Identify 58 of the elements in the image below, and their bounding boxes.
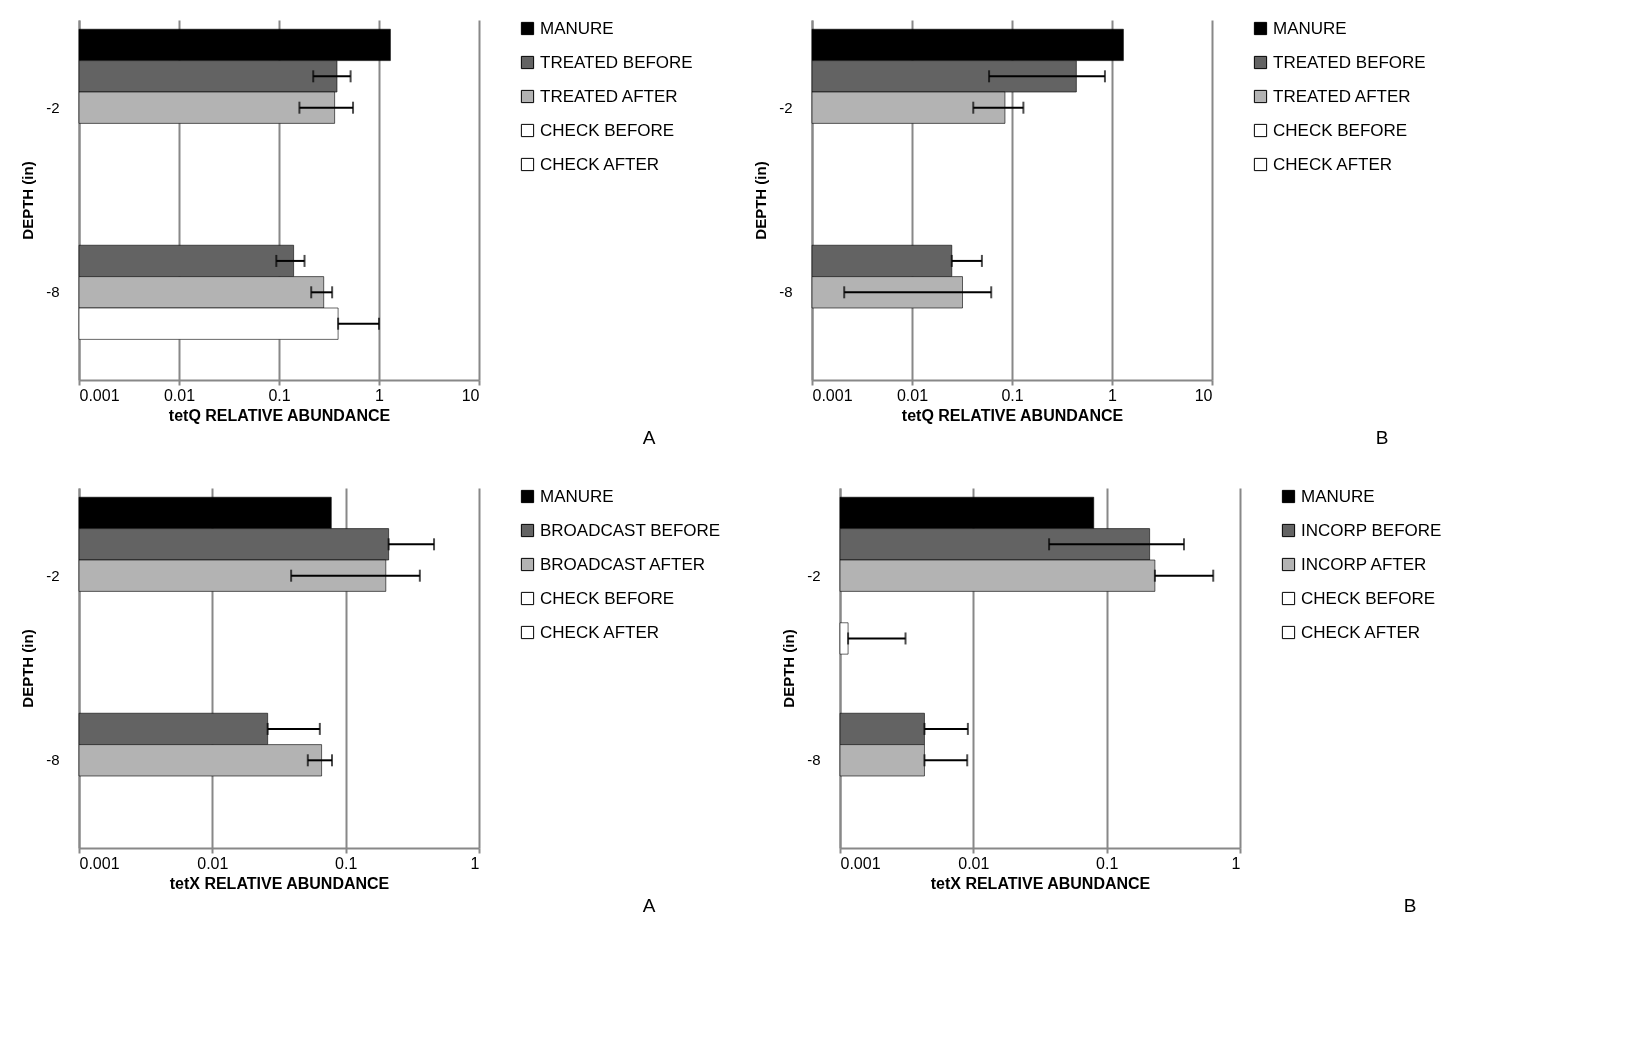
- x-tick-label: 0.01: [958, 854, 990, 872]
- y-tick-label: -2: [46, 566, 60, 584]
- x-tick-label: 0.001: [840, 854, 881, 872]
- x-tick-label: 1: [375, 386, 385, 404]
- legend-label: TREATED AFTER: [540, 86, 678, 106]
- legend-label: MANURE: [540, 486, 614, 506]
- legend-label: BROADCAST AFTER: [540, 554, 705, 574]
- x-tick-label: 0.001: [79, 386, 120, 404]
- y-tick-label: -8: [46, 283, 60, 301]
- legend-label: MANURE: [1301, 486, 1375, 506]
- y-axis-title: DEPTH (in): [19, 629, 37, 708]
- legend-label: MANURE: [540, 18, 614, 38]
- legend-label: TREATED BEFORE: [1273, 52, 1426, 72]
- x-tick-label: 0.1: [1001, 386, 1024, 404]
- y-tick-label: -8: [779, 283, 793, 301]
- x-tick-label: 0.1: [335, 854, 358, 872]
- x-axis-title: tetQ RELATIVE ABUNDANCE: [901, 406, 1124, 424]
- x-axis-title: tetX RELATIVE ABUNDANCE: [930, 874, 1151, 892]
- x-tick-label: 10: [461, 386, 480, 404]
- legend-label: CHECK AFTER: [540, 622, 660, 642]
- x-tick-label: 0.01: [163, 386, 196, 404]
- y-axis-title: DEPTH (in): [19, 161, 37, 240]
- x-tick-label: 1: [470, 854, 480, 872]
- y-tick-label: -8: [46, 751, 60, 769]
- x-tick-label: 0.1: [268, 386, 291, 404]
- text: A: [642, 427, 656, 448]
- text: A: [642, 895, 656, 916]
- legend-label: CHECK BEFORE: [540, 588, 675, 608]
- legend-label: CHECK AFTER: [540, 154, 660, 174]
- y-axis-title: DEPTH (in): [780, 629, 798, 708]
- legend-label: TREATED BEFORE: [540, 52, 693, 72]
- y-tick-label: -2: [46, 98, 60, 116]
- x-tick-label: 10: [1194, 386, 1213, 404]
- x-tick-label: 0.01: [896, 386, 929, 404]
- legend-label: CHECK BEFORE: [1273, 120, 1408, 140]
- legend-label: CHECK BEFORE: [1301, 588, 1436, 608]
- x-axis-title: tetX RELATIVE ABUNDANCE: [169, 874, 390, 892]
- legend-label: MANURE: [1273, 18, 1347, 38]
- y-axis-title: DEPTH (in): [752, 161, 770, 240]
- x-tick-label: 0.01: [197, 854, 229, 872]
- x-axis-title: tetQ RELATIVE ABUNDANCE: [168, 406, 391, 424]
- legend-label: BROADCAST BEFORE: [540, 520, 721, 540]
- legend-label: CHECK AFTER: [1301, 622, 1421, 642]
- y-tick-label: -8: [807, 751, 821, 769]
- x-tick-label: 0.001: [79, 854, 120, 872]
- x-tick-label: 0.1: [1096, 854, 1119, 872]
- legend-label: CHECK BEFORE: [540, 120, 675, 140]
- x-tick-label: 0.001: [812, 386, 853, 404]
- x-tick-label: 1: [1108, 386, 1118, 404]
- legend-label: INCORP AFTER: [1301, 554, 1427, 574]
- y-tick-label: -2: [779, 98, 793, 116]
- text: B: [1375, 427, 1389, 448]
- x-tick-label: 1: [1231, 854, 1241, 872]
- legend-label: CHECK AFTER: [1273, 154, 1393, 174]
- legend-label: INCORP BEFORE: [1301, 520, 1442, 540]
- y-tick-label: -2: [807, 566, 821, 584]
- legend-label: TREATED AFTER: [1273, 86, 1411, 106]
- text: B: [1403, 895, 1417, 916]
